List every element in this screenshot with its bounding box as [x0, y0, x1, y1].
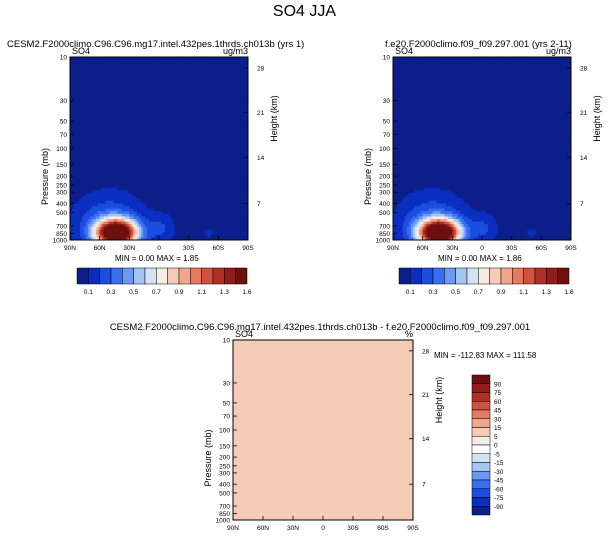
variable-label-0: SO4 — [72, 46, 90, 56]
panel-title-0: CESM2.F2000climo.C96.C96.mg17.intel.432p… — [7, 39, 304, 50]
figure-canvas: CESM2.F2000climo.C96.C96.mg17.intel.432p… — [0, 0, 609, 538]
units-label-0: ug/m3 — [223, 46, 248, 56]
contour-field-0 — [70, 57, 248, 240]
panel-0: CESM2.F2000climo.C96.C96.mg17.intel.432p… — [7, 39, 304, 263]
